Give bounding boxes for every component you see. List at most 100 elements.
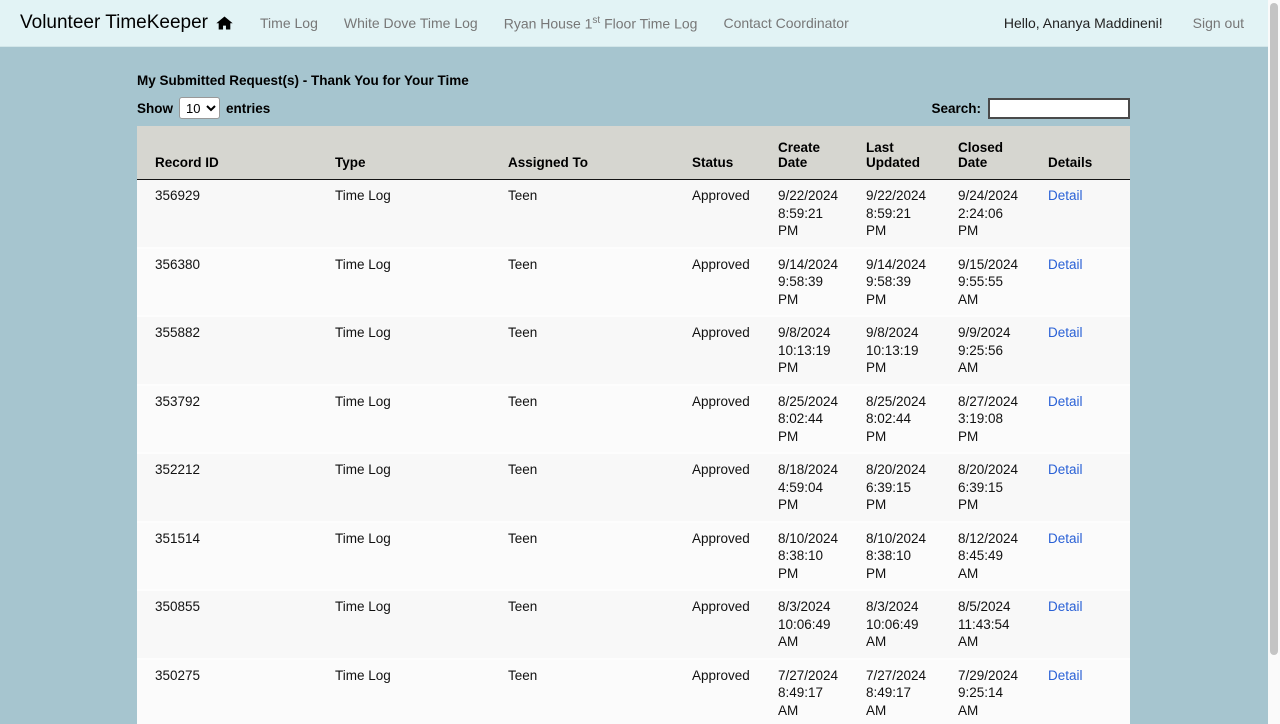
nav-item-ryan-house-sup: st: [592, 14, 601, 26]
table-row: 351514 Time Log Teen Approved 8/10/2024 …: [137, 521, 1130, 591]
create-date-line: 7/27/2024: [778, 667, 839, 683]
detail-link[interactable]: Detail: [1048, 188, 1083, 203]
cell-type: Time Log: [317, 590, 490, 660]
cell-last-updated: 8/25/2024 8:02:44 PM: [848, 384, 940, 454]
col-header-create-date[interactable]: Create Date: [760, 126, 848, 180]
col-header-status[interactable]: Status: [674, 126, 760, 180]
cell-closed-date: 9/15/2024 9:55:55 AM: [940, 247, 1030, 317]
table-row: 356380 Time Log Teen Approved 9/14/2024 …: [137, 247, 1130, 317]
create-date-line: 8/10/2024: [778, 530, 839, 546]
closed-time-line: 11:43:54 AM: [958, 616, 1010, 650]
closed-date-line: 8/12/2024: [958, 530, 1019, 546]
create-date-line: 9/8/2024: [778, 325, 831, 340]
cell-create-date: 8/25/2024 8:02:44 PM: [760, 384, 848, 454]
create-time-line: 10:06:49 AM: [778, 616, 831, 650]
page-length-select[interactable]: 10: [179, 97, 220, 119]
table-controls: Show 10 entries Search:: [137, 97, 1130, 119]
cell-last-updated: 8/20/2024 6:39:15 PM: [848, 453, 940, 523]
cell-status: Approved: [674, 658, 760, 724]
cell-assigned-to: Teen: [490, 521, 674, 591]
cell-assigned-to: Teen: [490, 316, 674, 386]
cell-assigned-to: Teen: [490, 658, 674, 724]
cell-last-updated: 9/8/2024 10:13:19 PM: [848, 316, 940, 386]
closed-date-line: 8/27/2024: [958, 393, 1019, 409]
detail-link[interactable]: Detail: [1048, 599, 1083, 614]
cell-status: Approved: [674, 316, 760, 386]
cell-create-date: 8/18/2024 4:59:04 PM: [760, 453, 848, 523]
cell-assigned-to: Teen: [490, 384, 674, 454]
detail-link[interactable]: Detail: [1048, 667, 1083, 683]
col-header-details[interactable]: Details: [1030, 126, 1130, 180]
detail-link[interactable]: Detail: [1048, 462, 1083, 477]
col-header-record-id[interactable]: Record ID: [137, 126, 317, 180]
cell-create-date: 7/27/2024 8:49:17 AM: [760, 658, 848, 724]
cell-type: Time Log: [317, 658, 490, 724]
table-row: 355882 Time Log Teen Approved 9/8/2024 1…: [137, 316, 1130, 386]
detail-link[interactable]: Detail: [1048, 530, 1083, 546]
col-header-last-updated[interactable]: Last Updated: [848, 126, 940, 180]
create-date-line: 9/14/2024: [778, 256, 839, 272]
updated-time-line: 9:58:39 PM: [866, 274, 912, 307]
col-header-type[interactable]: Type: [317, 126, 490, 180]
table-row: 352212 Time Log Teen Approved 8/18/2024 …: [137, 453, 1130, 523]
page-title: My Submitted Request(s) - Thank You for …: [137, 73, 469, 88]
cell-closed-date: 9/9/2024 9:25:56 AM: [940, 316, 1030, 386]
table-row: 356929 Time Log Teen Approved 9/22/2024 …: [137, 179, 1130, 249]
updated-date-line: 9/14/2024: [866, 256, 927, 272]
cell-type: Time Log: [317, 179, 490, 249]
closed-time-line: 9:55:55 AM: [958, 274, 1004, 307]
cell-closed-date: 8/20/2024 6:39:15 PM: [940, 453, 1030, 523]
col-header-assigned-to[interactable]: Assigned To: [490, 126, 674, 180]
cell-status: Approved: [674, 590, 760, 660]
cell-last-updated: 8/3/2024 10:06:49 AM: [848, 590, 940, 660]
closed-date-line: 8/5/2024: [958, 599, 1011, 614]
sign-out-link[interactable]: Sign out: [1192, 15, 1244, 31]
nav-item-ryan-house-post: Floor Time Log: [600, 15, 698, 32]
cell-type: Time Log: [317, 247, 490, 317]
table-header: Record ID Type Assigned To Status Create…: [137, 126, 1130, 180]
cell-assigned-to: Teen: [490, 179, 674, 249]
create-date-line: 8/3/2024: [778, 599, 831, 614]
scrollbar-thumb[interactable]: [1270, 3, 1278, 655]
nav-item-time-log[interactable]: Time Log: [260, 15, 318, 31]
updated-date-line: 7/27/2024: [866, 667, 927, 683]
cell-details: Detail: [1030, 247, 1130, 317]
cell-status: Approved: [674, 247, 760, 317]
updated-date-line: 8/10/2024: [866, 530, 927, 546]
create-time-line: 4:59:04 PM: [778, 479, 824, 513]
entries-label: entries: [226, 100, 271, 116]
create-time-line: 8:38:10 PM: [778, 548, 824, 581]
cell-details: Detail: [1030, 316, 1130, 386]
nav-item-ryan-house-time-log[interactable]: Ryan House 1st Floor Time Log: [491, 15, 711, 32]
closed-date-line: 8/20/2024: [958, 462, 1019, 477]
updated-time-line: 6:39:15 PM: [866, 479, 912, 513]
search-input[interactable]: [988, 97, 1130, 119]
closed-date-line: 9/24/2024: [958, 188, 1019, 203]
cell-status: Approved: [674, 384, 760, 454]
scrollbar-track[interactable]: [1268, 0, 1280, 724]
detail-link[interactable]: Detail: [1048, 256, 1083, 272]
search-control: Search:: [931, 97, 1130, 119]
create-time-line: 9:58:39 PM: [778, 274, 824, 307]
cell-create-date: 9/14/2024 9:58:39 PM: [760, 247, 848, 317]
nav-item-contact-coordinator[interactable]: Contact Coordinator: [723, 15, 849, 31]
updated-time-line: 8:38:10 PM: [866, 548, 912, 581]
col-header-closed-date[interactable]: Closed Date: [940, 126, 1030, 180]
show-label: Show: [137, 100, 173, 116]
brand-link[interactable]: Volunteer TimeKeeper: [20, 12, 234, 34]
cell-details: Detail: [1030, 658, 1130, 724]
create-date-line: 9/22/2024: [778, 188, 839, 203]
create-date-line: 8/25/2024: [778, 393, 839, 409]
cell-details: Detail: [1030, 179, 1130, 249]
cell-create-date: 8/3/2024 10:06:49 AM: [760, 590, 848, 660]
cell-record-id: 350275: [137, 658, 317, 724]
updated-date-line: 8/25/2024: [866, 393, 927, 409]
cell-assigned-to: Teen: [490, 590, 674, 660]
detail-link[interactable]: Detail: [1048, 325, 1083, 340]
cell-last-updated: 8/10/2024 8:38:10 PM: [848, 521, 940, 591]
cell-last-updated: 7/27/2024 8:49:17 AM: [848, 658, 940, 724]
nav-item-white-dove-time-log[interactable]: White Dove Time Log: [343, 15, 478, 31]
detail-link[interactable]: Detail: [1048, 393, 1083, 409]
cell-closed-date: 9/24/2024 2:24:06 PM: [940, 179, 1030, 249]
cell-create-date: 9/22/2024 8:59:21 PM: [760, 179, 848, 249]
